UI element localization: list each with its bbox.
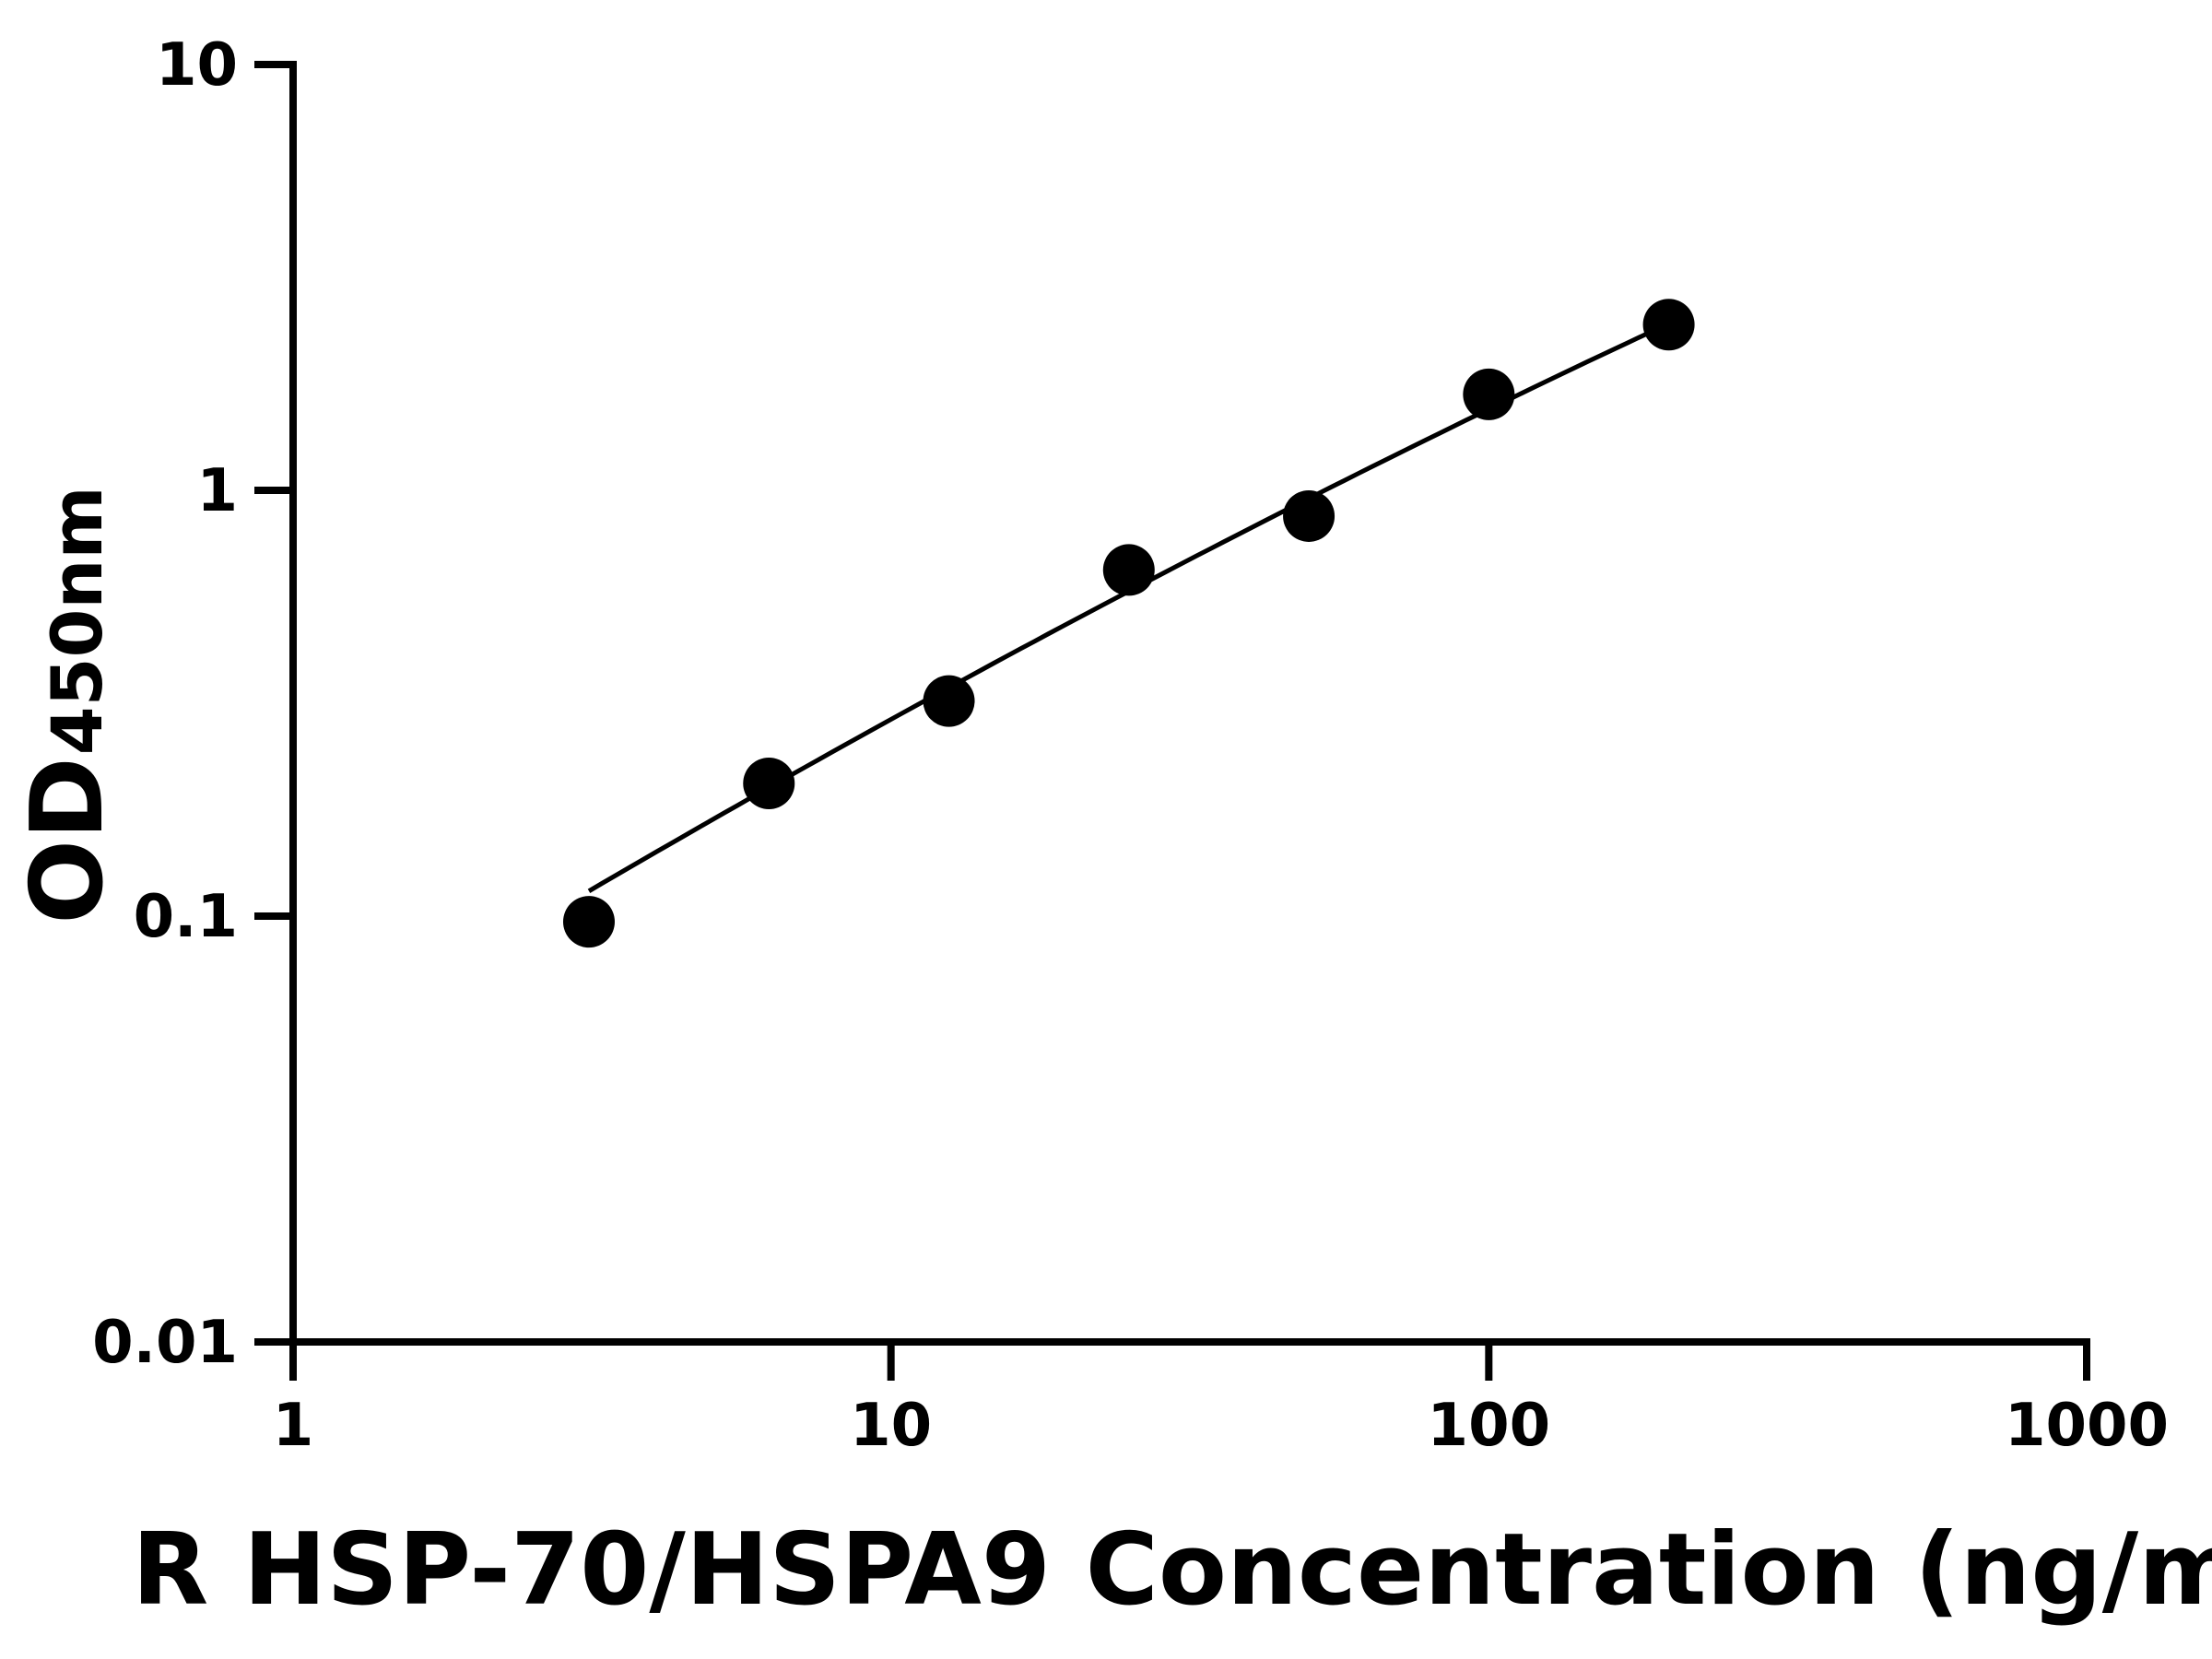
data-point: [923, 675, 975, 727]
x-tick-label: 10: [850, 1392, 932, 1460]
y-tick-label: 10: [156, 31, 238, 100]
tick-labels: 0.01 0.1 1 10 1 10 100 1000: [92, 31, 2169, 1460]
y-tick-label: 0.1: [134, 883, 238, 951]
data-points-layer: [562, 299, 1695, 948]
y-tick-label: 1: [196, 457, 238, 525]
y-axis-title-main: OD: [10, 757, 125, 924]
data-point: [1642, 299, 1695, 351]
data-point: [1102, 544, 1155, 596]
data-point: [743, 757, 795, 809]
svg-text:OD450nm: OD450nm: [10, 486, 125, 924]
data-point: [562, 896, 615, 948]
y-axis-title: OD450nm: [10, 486, 125, 924]
x-tick-label: 1: [273, 1392, 314, 1460]
axes: [254, 61, 2090, 1381]
x-tick-label: 100: [1428, 1392, 1551, 1460]
y-axis-title-subscript: 450nm: [36, 486, 118, 755]
data-point: [1463, 368, 1515, 420]
y-tick-label: 0.01: [92, 1309, 238, 1377]
x-tick-label: 1000: [2005, 1392, 2169, 1460]
data-point: [1283, 489, 1335, 542]
x-axis-title: R HSP-70/HSPA9 Concentration (ng/mL): [132, 1512, 2212, 1628]
